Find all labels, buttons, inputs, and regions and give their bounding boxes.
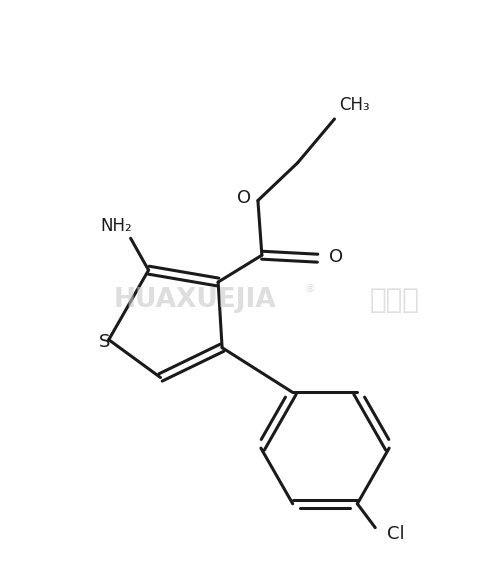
Text: S: S xyxy=(99,333,110,351)
Text: O: O xyxy=(237,188,251,206)
Text: CH₃: CH₃ xyxy=(339,96,370,114)
Text: NH₂: NH₂ xyxy=(101,217,133,236)
Text: O: O xyxy=(329,248,343,266)
Text: Cl: Cl xyxy=(387,525,405,543)
Text: HUAXUEJIA: HUAXUEJIA xyxy=(114,287,276,313)
Text: ®: ® xyxy=(304,284,315,294)
Text: 化学加: 化学加 xyxy=(369,286,419,314)
